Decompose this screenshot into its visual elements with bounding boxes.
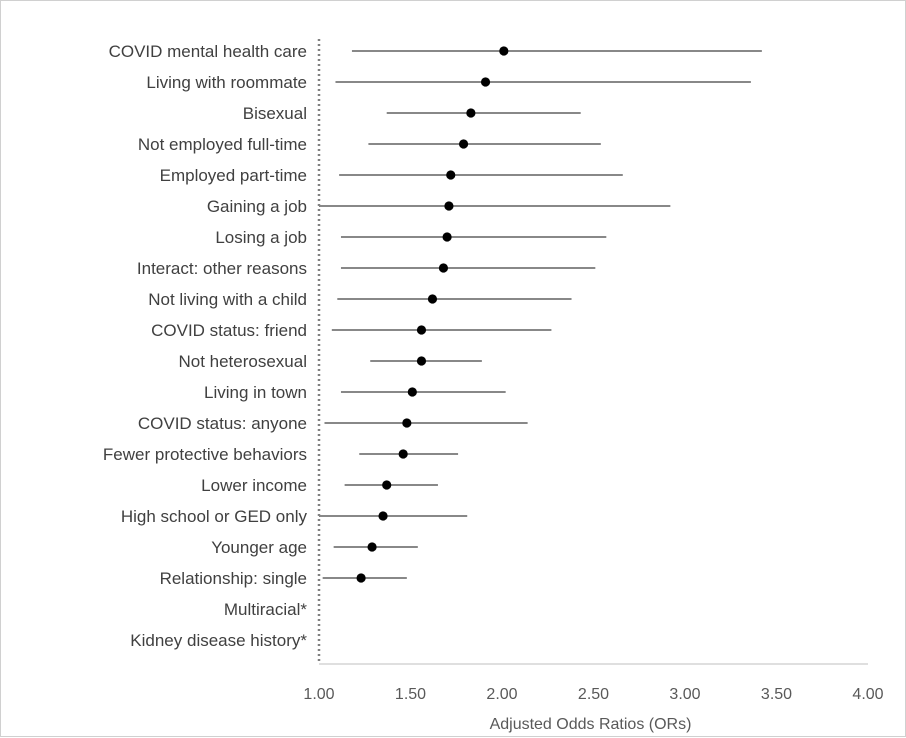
row-label: Kidney disease history* [130, 631, 307, 650]
or-point [367, 542, 377, 552]
or-point [499, 46, 509, 56]
or-point [402, 418, 412, 428]
x-tick-label: 3.50 [761, 686, 792, 703]
forest-row: Younger age [211, 538, 418, 557]
or-point [458, 139, 469, 149]
x-tick-label: 1.50 [395, 686, 426, 703]
row-label: Lower income [201, 476, 307, 495]
or-point [442, 232, 452, 242]
forest-row: Bisexual [243, 104, 581, 123]
forest-row: Employed part-time [160, 166, 623, 185]
forest-row: COVID mental health care [109, 42, 762, 61]
or-point [427, 294, 438, 304]
forest-row: High school or GED only [121, 507, 468, 526]
row-label: High school or GED only [121, 507, 308, 526]
row-label: Not employed full-time [138, 135, 307, 154]
or-point [378, 511, 388, 521]
or-point [382, 480, 392, 490]
x-tick-label: 1.00 [303, 686, 334, 703]
forest-row: Living in town [204, 383, 506, 402]
forest-row: Not living with a child [148, 290, 572, 309]
or-point [466, 108, 476, 118]
x-axis-title: Adjusted Odds Ratios (ORs) [490, 716, 692, 733]
row-label: COVID mental health care [109, 42, 307, 61]
row-label: Losing a job [215, 228, 307, 247]
forest-row: Fewer protective behaviors [103, 445, 459, 464]
x-tick-label: 3.00 [669, 686, 700, 703]
forest-row: Multiracial* [224, 600, 308, 619]
forest-row: COVID status: anyone [138, 414, 528, 433]
x-tick-labels: 1.00 1.50 2.00 2.50 3.00 3.50 4.00 [303, 686, 883, 703]
row-label: Living in town [204, 383, 307, 402]
rows-layer: COVID mental health care Living with room… [103, 42, 762, 650]
row-label: Not heterosexual [178, 352, 307, 371]
row-label: COVID status: friend [151, 321, 307, 340]
forest-row: Losing a job [215, 228, 607, 247]
row-label: Relationship: single [160, 569, 307, 588]
x-tick-label: 2.00 [486, 686, 517, 703]
forest-row: Kidney disease history* [130, 631, 307, 650]
forest-row: Relationship: single [160, 569, 407, 588]
x-tick-label: 2.50 [578, 686, 609, 703]
row-label: Employed part-time [160, 166, 307, 185]
row-label: COVID status: anyone [138, 414, 307, 433]
forest-row: Gaining a job [207, 197, 671, 216]
row-label: Not living with a child [148, 290, 307, 309]
or-point [416, 356, 427, 366]
forest-row: Interact: other reasons [137, 259, 596, 278]
row-label: Younger age [211, 538, 307, 557]
or-point [398, 449, 408, 459]
row-label: Interact: other reasons [137, 259, 307, 278]
or-point [356, 573, 366, 583]
row-label: Fewer protective behaviors [103, 445, 307, 464]
or-point [446, 170, 456, 180]
x-tick-label: 4.00 [852, 686, 883, 703]
forest-row: COVID status: friend [151, 321, 552, 340]
or-point [416, 325, 427, 335]
row-label: Multiracial* [224, 600, 308, 619]
or-point [480, 77, 491, 87]
row-label: Bisexual [243, 104, 307, 123]
or-point [438, 263, 449, 273]
or-point [407, 387, 417, 397]
forest-row: Lower income [201, 476, 438, 495]
or-point [444, 201, 454, 211]
row-label: Living with roommate [146, 73, 307, 92]
forest-row: Not heterosexual [178, 352, 482, 371]
forest-row: Not employed full-time [138, 135, 601, 154]
forest-row: Living with roommate [146, 73, 751, 92]
row-label: Gaining a job [207, 197, 307, 216]
